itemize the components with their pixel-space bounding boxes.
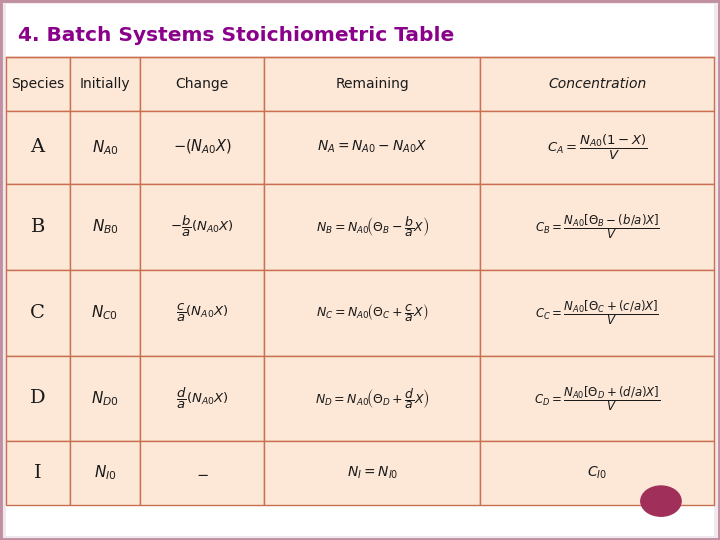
Text: 4. Batch Systems Stoichiometric Table: 4. Batch Systems Stoichiometric Table: [18, 25, 454, 45]
Bar: [140, 355, 264, 441]
Text: $N_{D0}$: $N_{D0}$: [91, 389, 119, 408]
Bar: [480, 57, 714, 111]
Bar: [6, 269, 70, 355]
Bar: [140, 269, 264, 355]
Bar: [70, 355, 140, 441]
Text: $N_D = N_{A0}\!\left(\Theta_D + \dfrac{d}{a}X\right)$: $N_D = N_{A0}\!\left(\Theta_D + \dfrac{d…: [315, 386, 430, 411]
Bar: [480, 441, 714, 505]
Bar: [70, 269, 140, 355]
Text: $N_C = N_{A0}\!\left(\Theta_C + \dfrac{c}{a}X\right)$: $N_C = N_{A0}\!\left(\Theta_C + \dfrac{c…: [316, 302, 428, 323]
Bar: [6, 111, 70, 184]
Text: $N_{I0}$: $N_{I0}$: [94, 464, 117, 482]
Text: Change: Change: [176, 77, 229, 91]
Bar: [140, 184, 264, 269]
Text: $\dfrac{c}{a}(N_{A0}X)$: $\dfrac{c}{a}(N_{A0}X)$: [176, 301, 229, 323]
Text: $-\dfrac{b}{a}(N_{A0}X)$: $-\dfrac{b}{a}(N_{A0}X)$: [171, 214, 234, 239]
Text: $N_B = N_{A0}\!\left(\Theta_B - \dfrac{b}{a}X\right)$: $N_B = N_{A0}\!\left(\Theta_B - \dfrac{b…: [316, 214, 429, 239]
Text: $-(N_{A0}X)$: $-(N_{A0}X)$: [173, 138, 232, 157]
Bar: [70, 184, 140, 269]
Text: Remaining: Remaining: [336, 77, 409, 91]
Text: $C_D = \dfrac{N_{A0}[\Theta_D + (d/a)X]}{V}$: $C_D = \dfrac{N_{A0}[\Theta_D + (d/a)X]}…: [534, 384, 660, 413]
Text: $N_{B0}$: $N_{B0}$: [91, 218, 118, 236]
Text: Concentration: Concentration: [548, 77, 647, 91]
Bar: [480, 355, 714, 441]
Bar: [6, 57, 70, 111]
Text: Initially: Initially: [80, 77, 130, 91]
Bar: [480, 184, 714, 269]
Bar: [480, 269, 714, 355]
Bar: [140, 57, 264, 111]
Bar: [6, 184, 70, 269]
Bar: [140, 111, 264, 184]
Bar: [140, 441, 264, 505]
Bar: [70, 111, 140, 184]
Text: $C_B = \dfrac{N_{A0}[\Theta_B - (b/a)X]}{V}$: $C_B = \dfrac{N_{A0}[\Theta_B - (b/a)X]}…: [535, 212, 660, 241]
Bar: [70, 57, 140, 111]
Text: $C_{I0}$: $C_{I0}$: [588, 465, 608, 481]
Bar: [264, 184, 480, 269]
Text: B: B: [30, 218, 45, 236]
Circle shape: [641, 486, 681, 516]
Text: $-$: $-$: [196, 465, 209, 481]
Bar: [264, 57, 480, 111]
Text: $N_{C0}$: $N_{C0}$: [91, 303, 119, 322]
Text: $\dfrac{d}{a}(N_{A0}X)$: $\dfrac{d}{a}(N_{A0}X)$: [176, 386, 229, 411]
Text: A: A: [30, 138, 45, 156]
Text: I: I: [34, 464, 42, 482]
Text: D: D: [30, 389, 45, 407]
Bar: [70, 441, 140, 505]
Text: Species: Species: [11, 77, 64, 91]
Bar: [6, 441, 70, 505]
Text: $N_{A0}$: $N_{A0}$: [91, 138, 118, 157]
Bar: [480, 111, 714, 184]
Text: $N_I = N_{I0}$: $N_I = N_{I0}$: [347, 465, 398, 481]
Text: $C_A = \dfrac{N_{A0}(1-X)}{V}$: $C_A = \dfrac{N_{A0}(1-X)}{V}$: [547, 133, 648, 162]
Bar: [264, 355, 480, 441]
Text: $N_A = N_{A0} - N_{A0}X$: $N_A = N_{A0} - N_{A0}X$: [318, 139, 428, 156]
Bar: [264, 269, 480, 355]
Text: $C_C = \dfrac{N_{A0}[\Theta_C + (c/a)X]}{V}$: $C_C = \dfrac{N_{A0}[\Theta_C + (c/a)X]}…: [536, 298, 660, 327]
Bar: [264, 441, 480, 505]
Bar: [264, 111, 480, 184]
Bar: [6, 355, 70, 441]
Text: C: C: [30, 303, 45, 322]
